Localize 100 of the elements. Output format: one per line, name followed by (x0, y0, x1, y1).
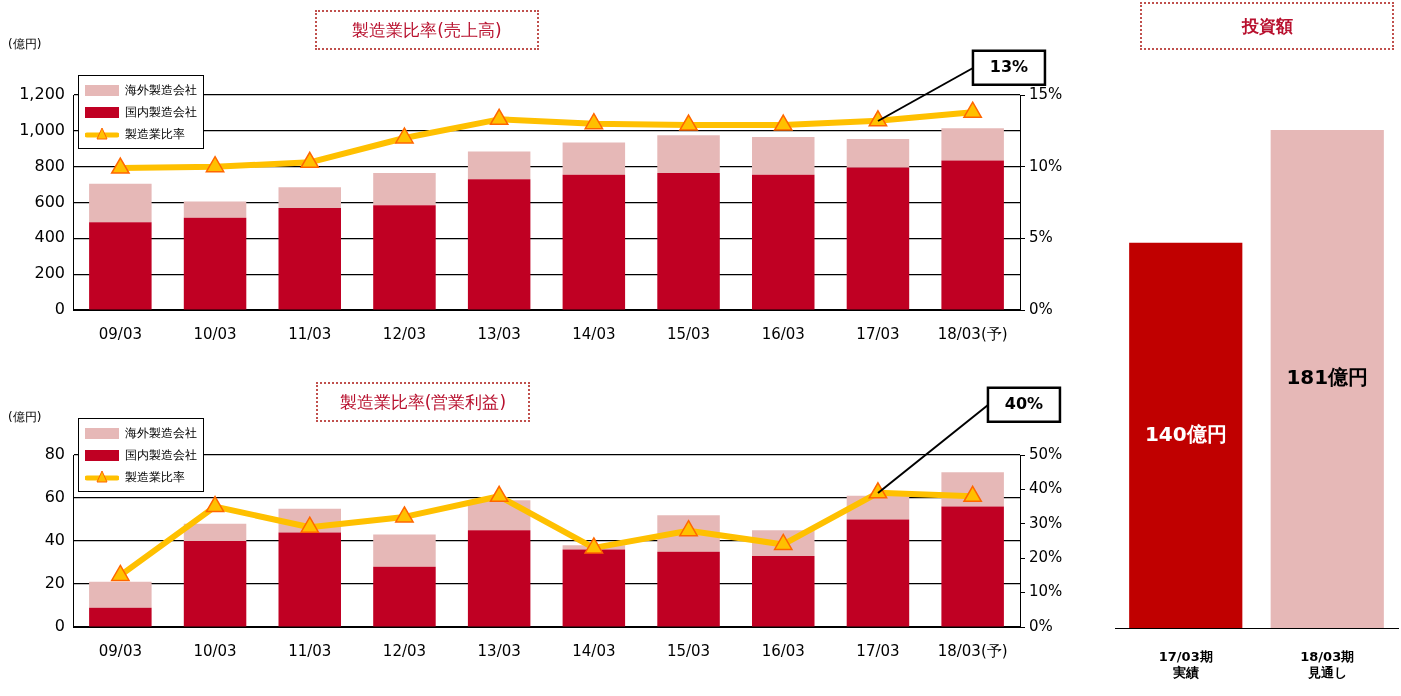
bar (373, 566, 436, 627)
data-label: 140億円 (1144, 421, 1227, 446)
x-tick-label: 09/03 (98, 324, 142, 343)
y-tick-label: 0 (54, 616, 65, 636)
point (489, 485, 509, 503)
bar (278, 207, 341, 310)
x-tick-label: 11/03 (288, 641, 332, 660)
point (773, 114, 793, 131)
legend-label: 製造業比率 (125, 468, 185, 486)
data-label: 181億円 (1286, 365, 1369, 390)
bar (941, 506, 1004, 627)
y-tick-label: 0 (54, 299, 65, 319)
bar (846, 519, 910, 627)
y-tick-label: 1,000 (19, 119, 65, 139)
bar (89, 607, 152, 627)
y2-tick-label: 20% (1029, 548, 1063, 567)
x-tick-label: 18/03(予) (937, 641, 1008, 660)
x-tick-label: 18/03期見通し (1300, 649, 1355, 680)
bar (657, 135, 720, 173)
x-tick-label: 09/03 (98, 641, 142, 660)
bar (373, 172, 436, 206)
bar (467, 151, 531, 180)
chart-title: 製造業比率(営業利益) (316, 382, 530, 422)
bar (752, 137, 815, 175)
y-tick-label: 60 (44, 487, 65, 507)
x-tick-label: 12/03 (382, 324, 427, 343)
x-tick-label: 17/03 (856, 641, 900, 660)
x-tick-label: 11/03 (288, 324, 332, 343)
x-tick-label: 10/03 (193, 324, 237, 343)
legend-label: 国内製造会社 (125, 446, 197, 464)
bar (657, 172, 720, 310)
legend-label: 海外製造会社 (125, 424, 197, 442)
bar (183, 201, 247, 218)
legend-label: 国内製造会社 (125, 103, 197, 121)
point (110, 157, 130, 174)
bar (89, 183, 152, 223)
bar (373, 205, 436, 310)
y-tick-label: 80 (44, 444, 65, 464)
point (868, 482, 888, 499)
annotation: 40% (1004, 394, 1044, 413)
y2-tick-label: 10% (1029, 582, 1063, 601)
y-tick-label: 40 (44, 530, 65, 550)
point (395, 127, 414, 144)
x-tick-label: 16/03 (761, 324, 805, 343)
bar (941, 160, 1004, 310)
y-tick-label: 600 (34, 191, 65, 211)
bar (278, 532, 341, 627)
y-tick-label: 400 (34, 227, 65, 247)
x-tick-label: 15/03 (666, 641, 711, 660)
bar (846, 138, 910, 168)
x-tick-label: 15/03 (666, 324, 711, 343)
point (110, 564, 130, 582)
y2-tick-label: 50% (1029, 444, 1063, 463)
annotation: 13% (989, 56, 1029, 76)
bar (941, 128, 1004, 161)
y2-tick-label: 0% (1029, 299, 1053, 318)
x-tick-label: 18/03(予) (937, 324, 1008, 343)
bar (846, 167, 910, 310)
x-tick-label: 17/03 (856, 324, 900, 343)
y2-tick-label: 0% (1029, 616, 1053, 635)
y-axis-title: (億円) (8, 410, 42, 425)
bar (467, 530, 531, 627)
bar (183, 541, 247, 627)
legend-label: 海外製造会社 (125, 81, 197, 99)
x-tick-label: 17/03期実績 (1158, 649, 1213, 680)
point (205, 155, 225, 173)
bar (752, 556, 815, 627)
point (300, 151, 320, 169)
y-tick-label: 20 (44, 573, 65, 593)
bar (278, 187, 341, 208)
y2-tick-label: 30% (1029, 513, 1063, 532)
bar (657, 551, 720, 627)
point (679, 114, 698, 131)
bar (562, 549, 626, 627)
bar (89, 581, 152, 608)
bar (467, 179, 531, 310)
x-tick-label: 10/03 (193, 641, 237, 660)
x-tick-label: 14/03 (572, 641, 616, 660)
y-tick-label: 800 (34, 155, 65, 175)
bar (562, 142, 626, 175)
point (584, 112, 604, 130)
y-tick-label: 1,200 (19, 84, 65, 104)
x-tick-label: 14/03 (572, 324, 616, 343)
y2-tick-label: 40% (1029, 479, 1063, 498)
bar (89, 222, 152, 310)
bar (183, 217, 247, 310)
point (205, 495, 225, 513)
point (395, 506, 414, 523)
y2-tick-label: 15% (1029, 84, 1063, 103)
y2-tick-label: 10% (1029, 156, 1063, 175)
bar (752, 174, 815, 310)
point (868, 110, 888, 127)
y-tick-label: 200 (34, 263, 65, 283)
y-axis-title: (億円) (8, 37, 42, 52)
bar (373, 534, 436, 567)
chart-title: 製造業比率(売上高) (315, 10, 539, 50)
bar (183, 523, 247, 541)
legend-label: 製造業比率 (125, 125, 185, 143)
point (963, 101, 983, 118)
point (489, 108, 509, 126)
